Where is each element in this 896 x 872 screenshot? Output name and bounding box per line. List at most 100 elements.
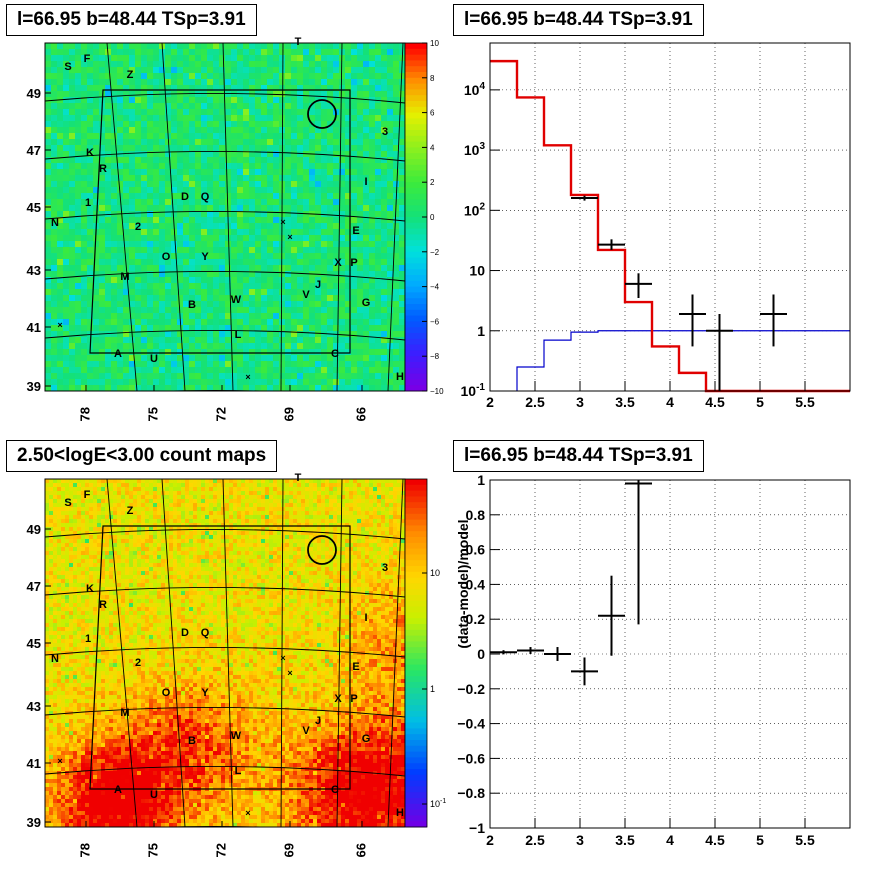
x-tick-label: 4.5 xyxy=(705,832,725,848)
y-tick-label: 0.4 xyxy=(466,576,486,592)
data-point xyxy=(679,294,706,347)
y-axis-label: (data-model)/model xyxy=(455,519,471,648)
x-tick-label: 4 xyxy=(666,832,674,848)
source-label-2: 2 xyxy=(135,221,141,233)
y-tick-label: −0.4 xyxy=(457,716,485,732)
spectrum-title: l=66.95 b=48.44 TSp=3.91 xyxy=(453,4,704,36)
y-tick-label: 10 xyxy=(469,263,485,279)
colorbar-tick-label: −2 xyxy=(430,248,440,257)
source-label-P: P xyxy=(350,693,357,705)
x-marker: × xyxy=(287,232,292,242)
latitude-line xyxy=(45,587,405,598)
source-label-G: G xyxy=(362,733,371,745)
data-point xyxy=(625,273,652,299)
x-tick-label: 75 xyxy=(145,843,160,857)
y-tick-label: 43 xyxy=(27,263,41,278)
longitude-line xyxy=(280,479,284,827)
x-marker: × xyxy=(280,217,285,227)
cmap-graticule xyxy=(45,479,405,827)
y-tick-label: 45 xyxy=(27,200,41,215)
colorbar-tick-label: −8 xyxy=(430,352,440,361)
latitude-line xyxy=(45,330,405,341)
source-label-3: 3 xyxy=(382,562,388,574)
source-label-M: M xyxy=(120,707,129,719)
x-tick-label: 4 xyxy=(666,394,674,410)
colorbar-tick-label: 4 xyxy=(430,143,435,152)
source-label-L: L xyxy=(235,329,242,341)
longitude-line xyxy=(222,479,234,827)
y-tick-label: 47 xyxy=(27,579,41,594)
x-tick-label: 4.5 xyxy=(705,394,725,410)
data-point xyxy=(544,647,571,661)
latitude-line xyxy=(45,151,405,162)
x-tick-label: 3.5 xyxy=(615,394,635,410)
source-label-H: H xyxy=(396,807,404,819)
source-label-1: 1 xyxy=(85,197,91,209)
source-label-W: W xyxy=(231,730,242,742)
source-label-X: X xyxy=(334,257,342,269)
source-label-L: L xyxy=(235,765,242,777)
source-label-Y: Y xyxy=(201,687,209,699)
residual-title: l=66.95 b=48.44 TSp=3.91 xyxy=(453,440,704,472)
source-label-S: S xyxy=(64,61,71,73)
longitude-line xyxy=(106,43,138,391)
x-tick-label: 3 xyxy=(576,832,584,848)
source-label-A: A xyxy=(114,348,122,360)
source-label-K: K xyxy=(86,583,94,595)
data-point xyxy=(571,195,598,201)
y-tick-label: −0.2 xyxy=(457,681,485,697)
y-tick-label: 0.6 xyxy=(466,542,486,558)
source-label-U: U xyxy=(150,353,158,365)
residual-panel: 2 2.5 3 3.5 4 4.5 5 5.5 1 0.8 0.6 0.4 0.2 0 −0.2 −0.4 −0… xyxy=(455,472,851,848)
source-label-B: B xyxy=(188,299,196,311)
source-label-M: M xyxy=(120,271,129,283)
source-label-J: J xyxy=(315,715,321,727)
y-tick-label: 0 xyxy=(477,646,485,662)
data-point xyxy=(706,313,733,391)
ts-x-ticks: 78 75 72 69 66 xyxy=(77,407,368,421)
source-label-P: P xyxy=(350,257,357,269)
x-tick-label: 5 xyxy=(756,394,764,410)
colorbar-tick-label: 1 xyxy=(430,684,435,694)
source-label-O: O xyxy=(162,687,171,699)
y-tick-label: −0.6 xyxy=(457,750,485,766)
x-tick-label: 5.5 xyxy=(795,394,815,410)
x-marker: × xyxy=(57,756,62,766)
x-tick-label: 66 xyxy=(353,843,368,857)
y-tick-label: 45 xyxy=(27,636,41,651)
source-label-Q: Q xyxy=(201,627,210,639)
source-label-J: J xyxy=(315,279,321,291)
source-circle xyxy=(307,535,337,565)
latitude-line xyxy=(45,766,405,777)
data-point xyxy=(760,294,787,347)
x-tick-label: 69 xyxy=(281,407,296,421)
ts-colorbar: 10 8 6 4 2 0 −2 −4 −6 −8 −10 xyxy=(404,39,444,396)
x-tick-label: 2 xyxy=(486,394,494,410)
colorbar-tick-label: 0 xyxy=(430,213,435,222)
residual-grid xyxy=(489,480,850,828)
ts-graticule xyxy=(45,43,405,391)
y-tick-label: 41 xyxy=(27,756,41,771)
source-label-K: K xyxy=(86,147,94,159)
latitude-line xyxy=(45,529,405,540)
source-label-A: A xyxy=(114,784,122,796)
latitude-line xyxy=(153,826,276,827)
longitude-line xyxy=(161,43,186,391)
latitude-line xyxy=(45,93,405,104)
background-model-line xyxy=(516,330,850,391)
data-point xyxy=(517,647,544,654)
source-label-F: F xyxy=(84,489,91,501)
x-tick-label: 75 xyxy=(145,407,160,421)
source-label-T: T xyxy=(295,36,302,48)
data-point xyxy=(625,480,652,625)
source-label-Q: Q xyxy=(201,191,210,203)
longitude-line xyxy=(387,479,404,827)
data-point xyxy=(571,657,598,686)
cmap-y-ticks: 49 47 45 43 41 39 xyxy=(27,522,41,830)
x-tick-label: 5.5 xyxy=(795,832,815,848)
source-label-T: T xyxy=(295,472,302,484)
